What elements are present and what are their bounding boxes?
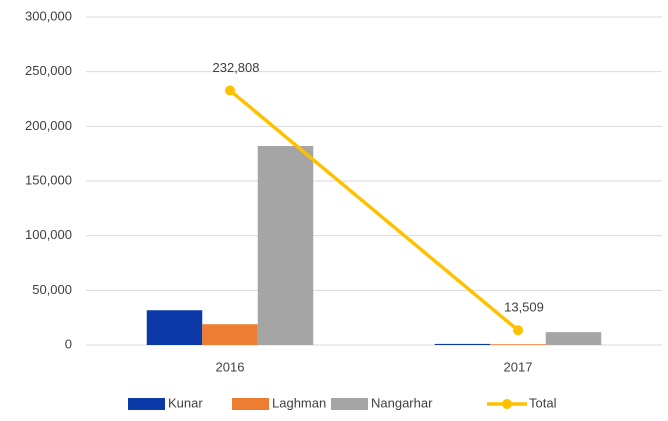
legend-label: Laghman <box>272 395 326 410</box>
legend-label: Total <box>529 395 557 410</box>
bar <box>257 146 314 345</box>
line-marker <box>513 325 523 336</box>
bar <box>434 343 491 345</box>
y-tick-label: 150,000 <box>25 172 72 187</box>
line-marker <box>225 85 235 96</box>
legend-swatch <box>331 398 368 410</box>
legend-label: Nangarhar <box>371 395 433 410</box>
y-tick-label: 300,000 <box>25 8 72 23</box>
data-label: 13,509 <box>504 300 544 315</box>
legend-swatch <box>128 398 165 410</box>
y-tick-label: 200,000 <box>25 118 72 133</box>
y-tick-label: 100,000 <box>25 227 72 242</box>
bar <box>146 310 203 345</box>
bar <box>545 332 602 345</box>
x-tick-label: 2016 <box>216 359 245 374</box>
bar <box>490 344 546 345</box>
y-tick-label: 0 <box>65 336 72 351</box>
line <box>228 89 520 332</box>
data-label: 232,808 <box>213 60 260 75</box>
bar <box>202 324 258 345</box>
y-tick-label: 250,000 <box>25 63 72 78</box>
legend-label: Kunar <box>168 395 203 410</box>
x-tick-label: 2017 <box>504 359 533 374</box>
legend-swatch <box>232 398 269 410</box>
legend-swatch <box>502 399 512 409</box>
y-tick-label: 50,000 <box>32 282 72 297</box>
